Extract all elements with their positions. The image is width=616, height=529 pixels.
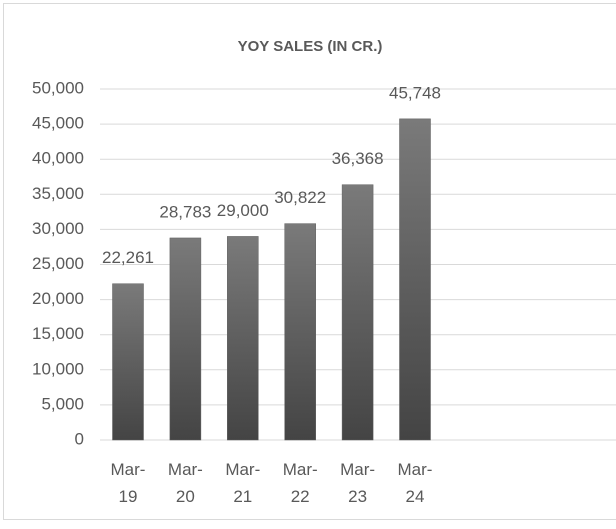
y-tick-label: 0 xyxy=(75,429,84,448)
bar xyxy=(169,237,202,441)
x-tick-label: Mar-21 xyxy=(225,460,261,506)
x-tick-label: Mar-20 xyxy=(167,460,203,506)
y-tick-label: 40,000 xyxy=(32,149,84,168)
chart-title: YOY SALES (IN CR.) xyxy=(238,38,383,55)
x-tick-label: Mar-22 xyxy=(282,460,318,506)
data-label: 28,783 xyxy=(159,202,211,221)
x-tick-label: Mar-19 xyxy=(110,460,146,506)
y-tick-label: 15,000 xyxy=(32,324,84,343)
y-tick-label: 20,000 xyxy=(32,289,84,308)
chart-frame xyxy=(3,3,616,520)
x-tick-label: Mar-23 xyxy=(340,460,376,506)
data-label: 45,748 xyxy=(389,83,441,102)
y-tick-label: 30,000 xyxy=(32,219,84,238)
bar xyxy=(341,184,374,441)
data-label: 36,368 xyxy=(332,149,384,168)
y-tick-label: 25,000 xyxy=(32,254,84,273)
data-label: 22,261 xyxy=(102,248,154,267)
bar xyxy=(399,118,431,441)
y-tick-label: 50,000 xyxy=(32,78,84,97)
y-tick-label: 35,000 xyxy=(32,184,84,203)
y-tick-label: 10,000 xyxy=(32,359,84,378)
x-tick-label: Mar-24 xyxy=(397,460,433,506)
y-tick-label: 5,000 xyxy=(41,394,84,413)
y-tick-label: 45,000 xyxy=(32,114,84,133)
data-label: 29,000 xyxy=(217,201,269,220)
bar xyxy=(227,236,259,441)
bar xyxy=(112,283,144,441)
bar xyxy=(284,223,316,441)
data-label: 30,822 xyxy=(274,188,326,207)
